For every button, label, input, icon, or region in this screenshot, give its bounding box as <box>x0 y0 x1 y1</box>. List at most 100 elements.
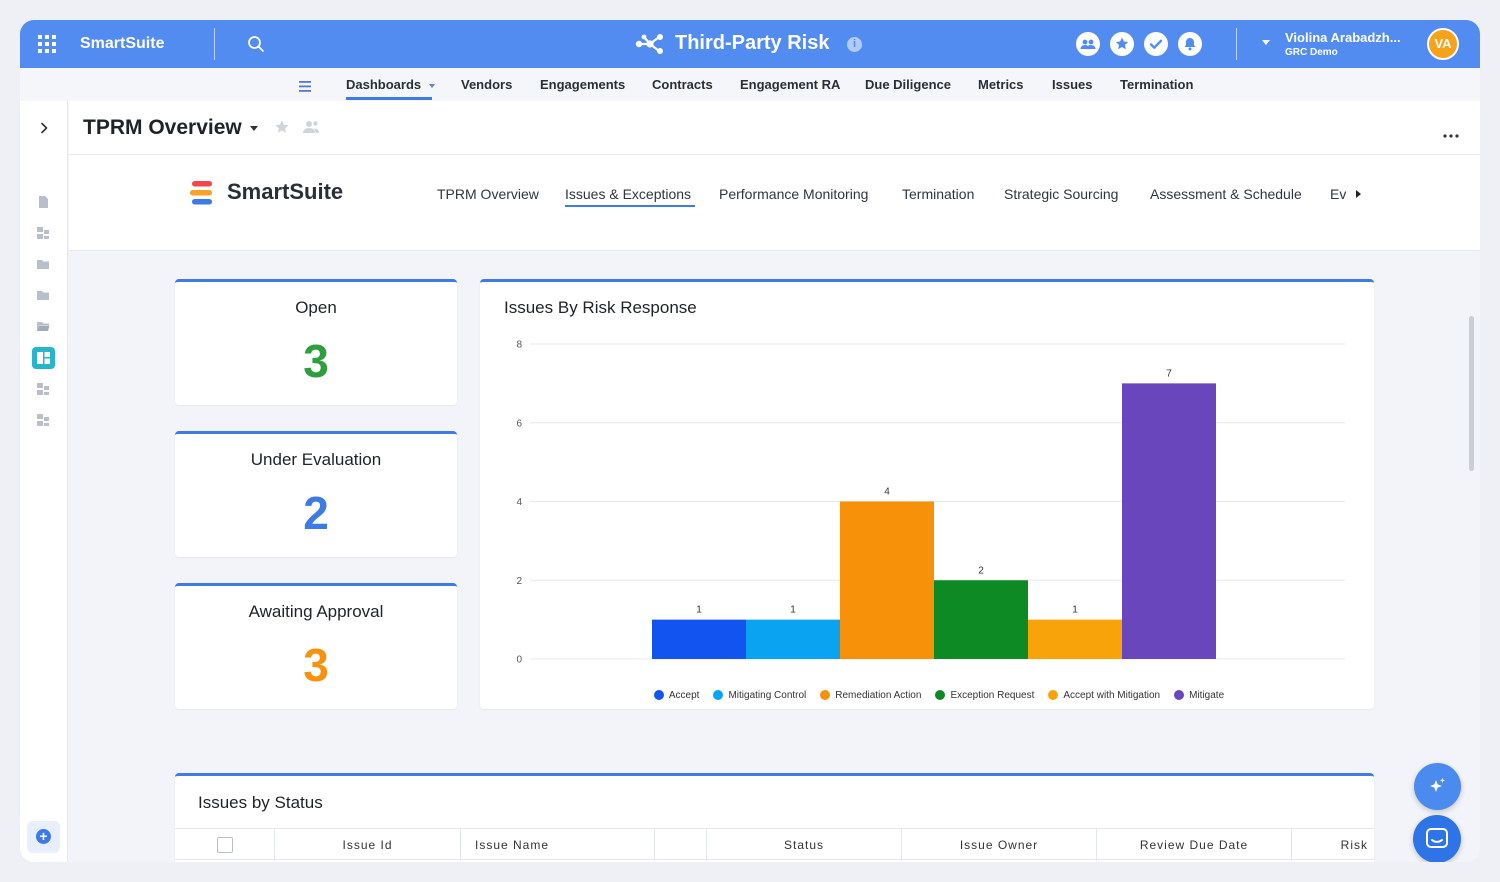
column-header-issue-name[interactable]: Issue Name <box>461 829 655 861</box>
favorite-star-icon[interactable] <box>274 119 290 135</box>
menu-item-termination[interactable]: Termination <box>1120 77 1194 92</box>
star-badge-icon[interactable] <box>1110 32 1134 56</box>
avatar[interactable]: VA <box>1427 28 1459 60</box>
topbar-divider <box>214 28 215 60</box>
sparkle-icon <box>1430 778 1445 792</box>
more-options-icon[interactable] <box>1443 125 1459 138</box>
menu-item-vendors[interactable]: Vendors <box>461 77 513 92</box>
stat-card-awaiting-approval: Awaiting Approval 3 <box>175 583 457 709</box>
menu-item-engagements[interactable]: Engagements <box>540 77 626 92</box>
legend-swatch <box>820 690 831 700</box>
members-icon[interactable] <box>1076 32 1100 56</box>
bar-value-label: 1 <box>696 605 702 616</box>
legend-swatch <box>1048 690 1059 700</box>
workspace-name: GRC Demo <box>1285 47 1338 58</box>
legend-item[interactable]: Accept <box>653 689 700 701</box>
bar-value-label: 1 <box>790 605 796 616</box>
legend-label: Exception Request <box>950 689 1035 701</box>
ai-assistant-button[interactable] <box>1414 763 1461 810</box>
main-content: TPRM Overview SmartSuite TPRM Overview I… <box>69 101 1480 862</box>
check-icon[interactable] <box>1144 32 1168 56</box>
legend-item[interactable]: Exception Request <box>935 690 1034 701</box>
legend-swatch <box>713 690 724 700</box>
tab-assessment-schedule[interactable]: Assessment & Schedule <box>1150 186 1302 202</box>
legend-label: Mitigate <box>1189 689 1225 701</box>
legend-swatch <box>935 690 946 700</box>
column-header-issue-id[interactable]: Issue Id <box>275 829 461 861</box>
menu-item-contracts[interactable]: Contracts <box>652 77 713 92</box>
folder-icon[interactable] <box>36 288 50 300</box>
share-people-icon[interactable] <box>302 119 320 135</box>
tab-tprm-overview[interactable]: TPRM Overview <box>437 186 539 202</box>
column-header-blank[interactable] <box>655 829 707 861</box>
bar <box>1028 619 1122 659</box>
solution-icon <box>634 33 666 55</box>
chart-legend: Accept Mitigating Control Remediation Acti… <box>480 687 1374 705</box>
folder-icon[interactable] <box>36 257 50 269</box>
y-tick-label: 0 <box>516 655 522 666</box>
workspace-chevron-down-icon[interactable] <box>1262 40 1270 45</box>
menu-item-dashboards[interactable]: Dashboards <box>346 77 435 92</box>
user-name[interactable]: Violina Arabadzh... <box>1285 30 1401 45</box>
legend-item[interactable]: Mitigating Control <box>713 690 806 701</box>
vertical-scrollbar[interactable] <box>1469 316 1474 471</box>
menu-item-engagement-ra[interactable]: Engagement RA <box>740 77 841 92</box>
column-header-review-due-date[interactable]: Review Due Date <box>1097 829 1292 861</box>
search-icon[interactable] <box>247 35 265 53</box>
dashboard-icon[interactable] <box>32 347 55 369</box>
bar-chart: 0 2 4 6 8 1 1 4 2 1 7 <box>516 340 1345 666</box>
legend-item[interactable]: Mitigate <box>1174 690 1224 701</box>
board-icon[interactable] <box>36 413 50 426</box>
smartsuite-logo-icon <box>190 180 214 206</box>
plus-circle-icon: + <box>36 829 51 844</box>
view-switcher-chevron-down-icon[interactable] <box>250 126 258 131</box>
apps-grid-icon[interactable] <box>38 35 56 53</box>
table-title: Issues by Status <box>198 793 323 812</box>
menu-item-metrics[interactable]: Metrics <box>978 77 1024 92</box>
bell-icon[interactable] <box>1178 32 1202 56</box>
hamburger-icon[interactable] <box>299 79 311 92</box>
column-header-risk[interactable]: Risk <box>1340 838 1368 852</box>
tab-termination[interactable]: Termination <box>902 186 975 202</box>
legend-item[interactable]: Accept with Mitigation <box>1048 690 1160 701</box>
board-icon[interactable] <box>36 226 50 239</box>
bar <box>746 619 840 659</box>
bar <box>1122 383 1216 659</box>
solution-title[interactable]: Third-Party Risk <box>675 32 830 54</box>
legend-label: Accept <box>668 689 700 701</box>
column-header-status[interactable]: Status <box>707 829 902 861</box>
stat-value: 3 <box>303 639 329 691</box>
column-header-issue-owner[interactable]: Issue Owner <box>902 829 1097 861</box>
menu-item-due-diligence[interactable]: Due Diligence <box>865 77 951 92</box>
chat-button[interactable] <box>1413 815 1461 862</box>
app-window: SmartSuite Third-Party Risk i Violina Ar… <box>20 20 1480 862</box>
legend-item[interactable]: Remediation Action <box>820 690 921 701</box>
expand-sidebar-chevron-icon[interactable] <box>38 121 50 134</box>
topbar-divider-right <box>1236 28 1237 60</box>
document-icon[interactable] <box>36 195 50 208</box>
bar <box>934 580 1028 659</box>
tabs-scroll-right-icon[interactable] <box>1356 190 1361 198</box>
tab-ev[interactable]: Ev <box>1330 186 1346 202</box>
y-tick-label: 4 <box>516 497 522 508</box>
table-header: Issue Id Issue Name Status Issue Owner R… <box>175 828 1374 861</box>
select-all-column <box>175 829 275 861</box>
board-icon[interactable] <box>36 382 50 395</box>
view-title[interactable]: TPRM Overview <box>83 116 242 139</box>
tab-performance-monitoring[interactable]: Performance Monitoring <box>719 186 869 202</box>
chart-title: Issues By Risk Response <box>504 298 697 317</box>
active-menu-underline <box>346 97 432 100</box>
dashboard-brand-name: SmartSuite <box>227 179 344 204</box>
add-button[interactable]: + <box>27 821 60 853</box>
info-icon[interactable]: i <box>847 37 862 52</box>
legend-label: Remediation Action <box>835 689 922 701</box>
tab-issues-exceptions[interactable]: Issues & Exceptions <box>565 186 692 202</box>
stat-label: Awaiting Approval <box>248 602 384 621</box>
tab-strategic-sourcing[interactable]: Strategic Sourcing <box>1004 186 1119 202</box>
select-all-checkbox[interactable] <box>217 837 233 853</box>
menu-item-issues[interactable]: Issues <box>1052 77 1093 92</box>
open-folder-icon[interactable] <box>36 319 50 331</box>
y-tick-label: 8 <box>516 340 522 351</box>
left-sidebar: + <box>20 101 68 862</box>
bar-value-label: 7 <box>1166 368 1172 379</box>
